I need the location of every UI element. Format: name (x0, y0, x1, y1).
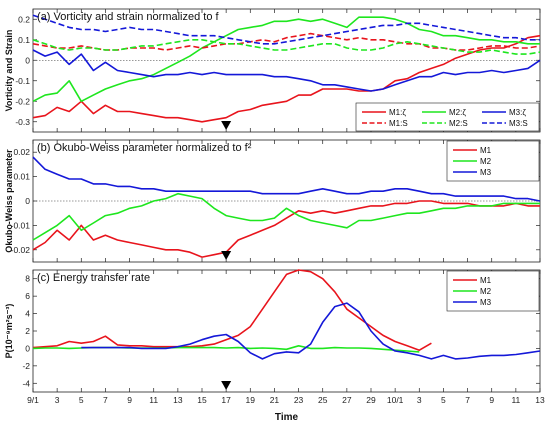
series-line-m3 (81, 302, 541, 360)
legend-label: M1:S (389, 119, 408, 128)
panel-c: -4 -2 0 2 4 6 8 9/1 3 5 7 9 11 13 15 17 19 21 23 25 27 29 10/1… (4, 269, 545, 405)
y-axis-label: Vorticity and Strain (4, 30, 14, 112)
x-tick-label: 9 (489, 395, 494, 405)
y-axis-label: Okubo-Weiss parameter (4, 149, 14, 253)
y-axis-label: P(10⁻⁹m²s⁻³) (4, 304, 14, 359)
series-line-m2 (32, 192, 540, 241)
y-tick-label: 0 (25, 343, 30, 353)
y-tick-label: 0.2 (18, 14, 30, 24)
y-tick-label: 0.1 (18, 35, 30, 45)
series-line-m2 (32, 16, 540, 103)
legend: M1 M2 M3 (446, 270, 540, 312)
series-line-m3 (32, 49, 541, 92)
legend-label: M3 (480, 168, 492, 177)
x-tick-label: 19 (246, 395, 256, 405)
legend-label: M2 (480, 287, 492, 296)
x-tick-label: 7 (465, 395, 470, 405)
x-tick-label: 3 (55, 395, 60, 405)
legend: M1 M2 M3 (446, 140, 540, 182)
panel-b: -0.02 -0.01 0 0.01 0.02 (b) Okubo-Weiss param… (4, 139, 541, 263)
y-tick-label: -0.2 (15, 96, 30, 106)
x-tick-label: 7 (103, 395, 108, 405)
x-tick-label: 23 (294, 395, 304, 405)
x-tick-label: 13 (535, 395, 545, 405)
legend-label: M3 (480, 298, 492, 307)
legend-label: M3:ζ (509, 108, 526, 117)
panel-title: (a) Vorticity and strain normalized to f (37, 11, 220, 23)
y-tick-label: -0.01 (11, 220, 31, 230)
y-tick-label: 4 (25, 309, 30, 319)
x-tick-label: 10/1 (387, 395, 404, 405)
y-tick-label: 0.01 (13, 172, 30, 182)
y-tick-label: -4 (22, 378, 30, 388)
legend-label: M1 (480, 276, 492, 285)
legend-label: M2:S (449, 119, 468, 128)
y-tick-label: 0 (25, 55, 30, 65)
x-tick-label: 15 (197, 395, 207, 405)
x-tick-label: 3 (417, 395, 422, 405)
y-tick-label: 6 (25, 291, 30, 301)
legend-label: M2 (480, 157, 492, 166)
series-line-m1 (32, 34, 541, 123)
series-line-m2s (32, 38, 541, 55)
y-tick-label: -0.3 (15, 117, 30, 127)
x-axis-label: Time (275, 412, 299, 423)
x-tick-label: 11 (149, 395, 158, 405)
x-tick-label: 17 (221, 395, 231, 405)
x-tick-label: 5 (441, 395, 446, 405)
x-tick-label: 29 (366, 395, 376, 405)
legend-label: M1 (480, 146, 492, 155)
x-tick-label: 21 (270, 395, 280, 405)
x-tick-label: 9/1 (27, 395, 39, 405)
legend: M1:ζ M2:ζ M3:ζ M1:S M2:S M3:S (355, 102, 540, 132)
series-line-m3 (32, 156, 541, 202)
y-tick-label: 2 (25, 326, 30, 336)
x-tick-label: 11 (511, 395, 520, 405)
series-line-m3s (32, 14, 540, 45)
x-tick-label: 5 (79, 395, 84, 405)
legend-label: M2:ζ (449, 108, 466, 117)
y-tick-label: -2 (22, 361, 30, 371)
x-tick-label: 9 (127, 395, 132, 405)
panel-title: (b) Okubo-Weiss parameter normalized to … (37, 142, 252, 154)
marker-triangle (221, 121, 232, 130)
x-tick-label: 25 (318, 395, 328, 405)
panel-title: (c) Energy transfer rate (37, 272, 150, 284)
y-tick-label: 0.02 (13, 147, 30, 157)
y-tick-label: -0.02 (11, 245, 31, 255)
y-tick-label: 0 (25, 196, 30, 206)
legend-box (355, 102, 540, 132)
x-tick-label: 27 (342, 395, 352, 405)
legend-label: M3:S (509, 119, 528, 128)
legend-label: M1:ζ (389, 108, 406, 117)
marker-triangle (221, 381, 232, 390)
y-tick-label: -0.1 (15, 76, 30, 86)
marker-triangle (221, 251, 232, 260)
x-tick-label: 13 (173, 395, 183, 405)
y-tick-label: 8 (25, 274, 30, 284)
series-line-m1 (32, 200, 540, 258)
panel-a: -0.3 -0.2 -0.1 0 0.1 0.2 (a) Vorticity and str… (4, 8, 541, 133)
